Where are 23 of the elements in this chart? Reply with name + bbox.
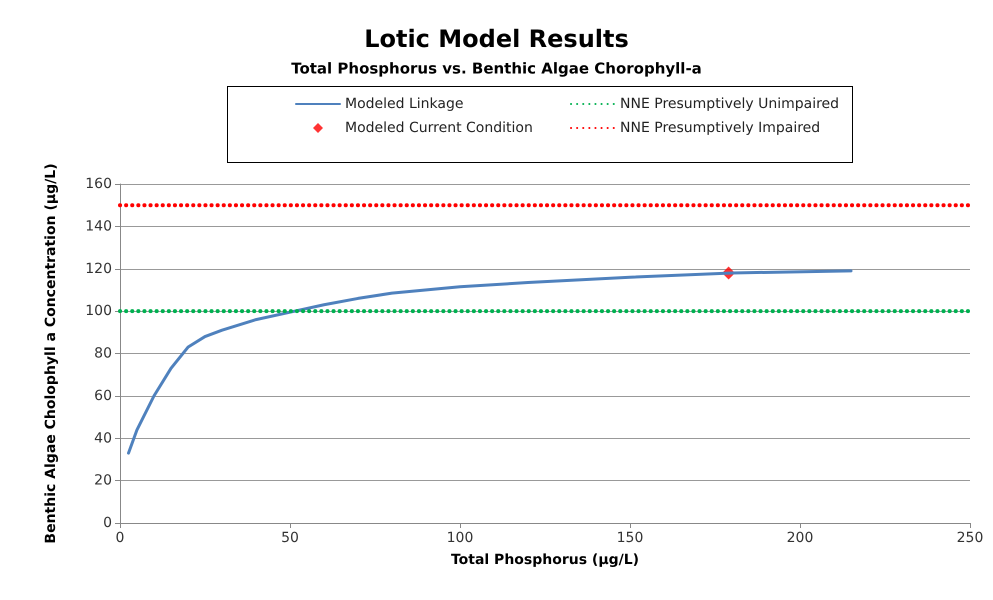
y-tick-label: 140 bbox=[85, 218, 112, 234]
x-tick-label: 100 bbox=[446, 530, 474, 546]
legend-label: Modeled Current Condition bbox=[345, 120, 533, 136]
y-tick-label: 80 bbox=[94, 346, 112, 362]
y-tick-label: 60 bbox=[94, 388, 112, 404]
y-tick-label: 100 bbox=[85, 303, 112, 320]
x-axis-title: Total Phosphorus (µg/L) bbox=[450, 552, 640, 568]
x-tick-label: 200 bbox=[786, 530, 814, 546]
y-tick-label: 20 bbox=[94, 472, 112, 489]
legend-label: Modeled Linkage bbox=[345, 96, 464, 112]
y-tick-label: 160 bbox=[85, 176, 112, 192]
y-tick-label: 0 bbox=[103, 515, 112, 531]
x-tick-label: 0 bbox=[116, 530, 124, 546]
y-tick-label: 40 bbox=[94, 430, 112, 446]
x-tick-label: 250 bbox=[956, 530, 984, 546]
chart-subtitle: Total Phosphorus vs. Benthic Algae Chorophyll-a bbox=[291, 60, 702, 78]
x-tick-label: 50 bbox=[281, 530, 299, 546]
y-tick-label: 120 bbox=[85, 260, 112, 277]
legend-label: NNE Presumptively Impaired bbox=[620, 120, 820, 136]
x-tick-label: 150 bbox=[616, 530, 644, 546]
legend-label: NNE Presumptively Unimpaired bbox=[620, 96, 840, 112]
chart-title: Lotic Model Results bbox=[364, 25, 629, 53]
y-axis-title: Benthic Algae Cholophyll a Concentration (µg/L) bbox=[43, 163, 59, 544]
